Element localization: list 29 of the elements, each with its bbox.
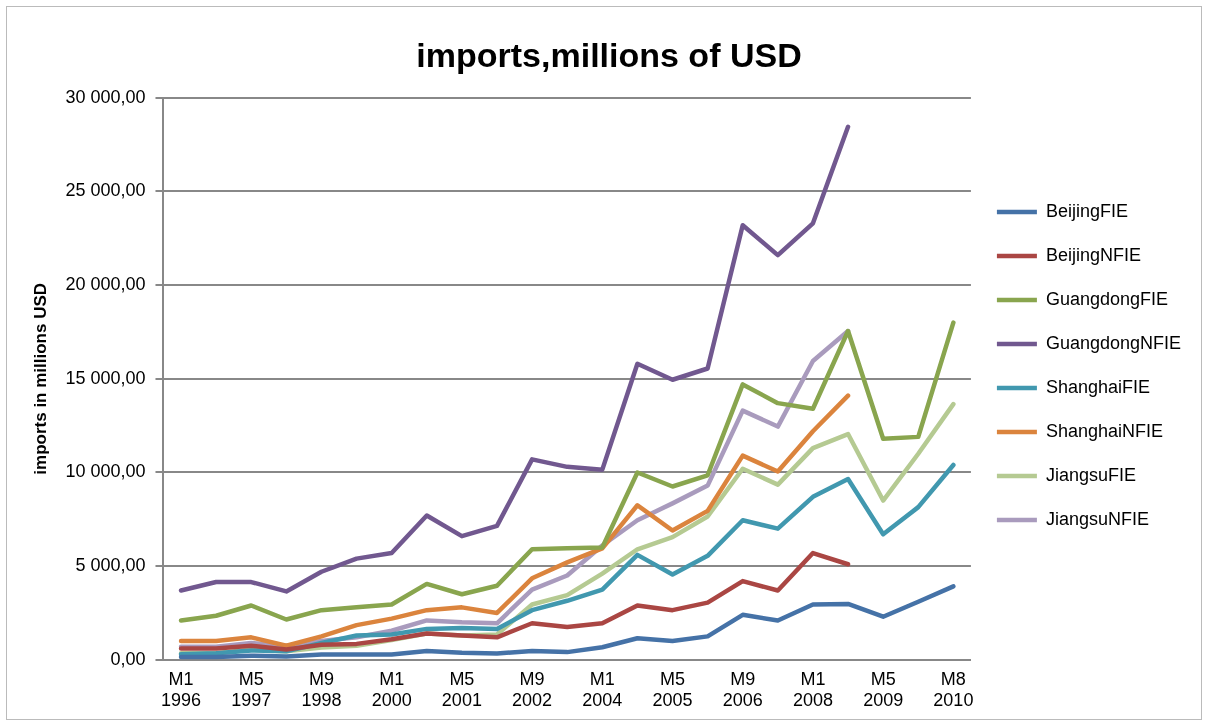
x-tick-label: M1 2008 [792, 668, 833, 711]
chart-title: imports,millions of USD [416, 35, 802, 74]
legend-label: ShanghaiFIE [1045, 376, 1150, 397]
x-tick-label: M9 2002 [512, 668, 553, 711]
x-tick-label: M8 2010 [933, 668, 974, 711]
y-tick-label: 15 000,00 [65, 367, 146, 388]
legend-label: GuangdongFIE [1045, 288, 1169, 309]
y-tick-label: 0,00 [110, 648, 146, 669]
x-tick-label: M5 2001 [441, 668, 482, 711]
x-tick-label: M1 2000 [371, 668, 412, 711]
y-tick-label: 30 000,00 [65, 86, 146, 107]
legend-label: BeijingFIE [1045, 200, 1128, 221]
y-tick-label: 5 000,00 [75, 555, 146, 576]
y-tick-label: 25 000,00 [65, 180, 146, 201]
legend-label: BeijingNFIE [1045, 244, 1141, 265]
x-tick-label: M9 1998 [301, 668, 342, 711]
x-tick-label: M1 2004 [582, 668, 623, 711]
x-tick-label: M9 2006 [722, 668, 763, 711]
x-tick-label: M5 2009 [863, 668, 904, 711]
y-tick-label: 20 000,00 [65, 274, 146, 295]
x-tick-label: M1 1996 [161, 668, 202, 711]
legend-label: JiangsuFIE [1045, 464, 1136, 485]
y-axis-title: imports in millions USD [30, 282, 50, 475]
legend-label: GuangdongNFIE [1045, 332, 1182, 353]
legend-label: JiangsuNFIE [1045, 508, 1149, 529]
y-tick-label: 10 000,00 [65, 461, 146, 482]
x-tick-label: M5 1997 [231, 668, 272, 711]
x-tick-label: M5 2005 [652, 668, 693, 711]
legend-label: ShanghaiNFIE [1045, 420, 1163, 441]
